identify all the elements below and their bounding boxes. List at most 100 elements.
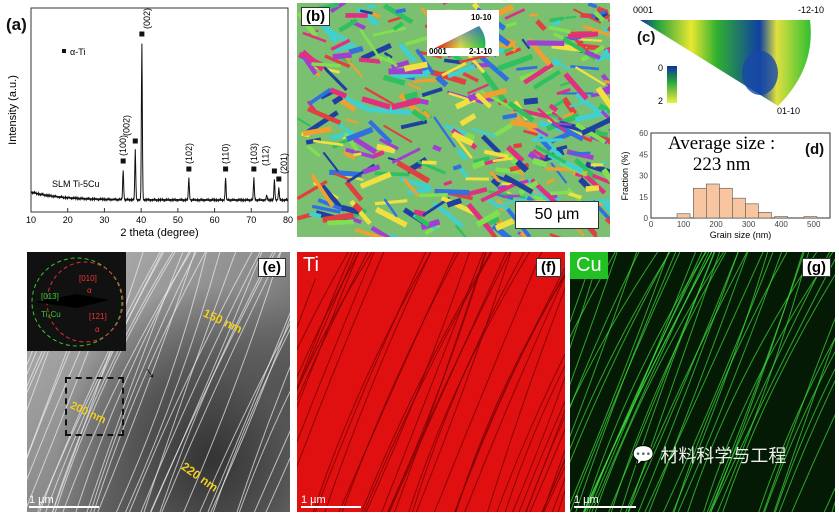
saed-ring2-phase: α [87, 286, 92, 295]
grain [590, 90, 610, 98]
lath-boundary [199, 322, 290, 512]
grain [489, 170, 501, 183]
lath-boundary [570, 252, 681, 512]
series-label: SLM Ti-5Cu [52, 179, 100, 189]
lath-boundary [434, 252, 543, 512]
peak-label: (102) [184, 143, 194, 164]
grain [435, 74, 449, 88]
grain [400, 119, 428, 130]
peak-label: (002) [121, 115, 131, 136]
grain [600, 198, 610, 214]
lath-boundary [75, 252, 190, 512]
grain [359, 9, 373, 15]
lath-boundary [764, 350, 835, 512]
lath-boundary [312, 252, 432, 512]
lath-boundary [628, 252, 739, 512]
grain [549, 16, 565, 23]
x-axis-label: 2 theta (degree) [120, 227, 198, 239]
grain [329, 87, 348, 99]
histogram-bar [706, 183, 720, 219]
saed-ring2-label: [010] [79, 274, 97, 283]
grain [430, 69, 467, 86]
grain [419, 192, 448, 198]
grain [302, 126, 332, 137]
lath-boundary [570, 252, 670, 464]
x-tick-label: 20 [63, 215, 73, 225]
x-tick-label: 60 [210, 215, 220, 225]
lath-boundary [297, 252, 360, 408]
grain [510, 119, 538, 129]
lath-boundary [361, 252, 492, 512]
lath-boundary [54, 252, 176, 512]
grain [390, 60, 410, 70]
x-tick-label: 500 [807, 220, 821, 229]
lath-boundary [570, 252, 671, 450]
grain [582, 172, 607, 195]
lath-boundary [297, 252, 349, 351]
avg-line2: 223 nm [692, 154, 751, 175]
grain [523, 62, 554, 85]
grain [353, 152, 362, 157]
grain [606, 26, 610, 32]
grain [584, 49, 601, 60]
grain [570, 64, 600, 71]
grain [497, 53, 534, 72]
alpha-ti-marker [120, 158, 126, 164]
saed-ring1-phase: Ti₂Cu [41, 310, 61, 319]
lath-boundary [706, 252, 805, 512]
grain [458, 53, 490, 64]
x-tick-label: 40 [136, 215, 146, 225]
grain [459, 167, 469, 179]
grain [561, 96, 578, 116]
lath-boundary [758, 337, 835, 512]
grain [386, 55, 398, 68]
lath-boundary [129, 252, 253, 512]
grain [592, 173, 610, 185]
histogram-bar [732, 197, 746, 219]
lath-boundary [518, 400, 565, 512]
x-tick-label: 200 [709, 220, 723, 229]
xrd-chart: 10 20 30 40 50 60 70 80 2 theta (degree) Intensit… [7, 7, 293, 239]
grain [300, 49, 325, 72]
x-tick-label: 0 [649, 220, 654, 229]
ipf-top-label: 10-10 [471, 13, 492, 22]
grain [503, 174, 534, 195]
grain [383, 3, 414, 25]
grain [580, 116, 610, 136]
grain [361, 96, 391, 110]
panel-d-label: (d) [805, 141, 825, 158]
grain [494, 218, 515, 232]
alpha-ti-marker [251, 166, 257, 172]
scale-bar-b: 50 µm [515, 201, 599, 229]
grain [302, 31, 327, 43]
grain [372, 107, 412, 116]
ebsd-map: (b) 10-10 0001 2-1-10 50 µm [297, 3, 610, 237]
lath-boundary [297, 252, 326, 329]
lath-boundary [762, 317, 835, 512]
grain [575, 122, 607, 145]
lath-boundary [644, 252, 764, 512]
grain [516, 65, 538, 71]
grain [480, 134, 501, 155]
grain [424, 223, 441, 236]
alpha-ti-marker [271, 168, 277, 174]
lath-boundary [570, 252, 601, 350]
panel-f-label: (f) [536, 258, 561, 277]
lath-boundary [387, 252, 487, 512]
grain [446, 197, 463, 208]
grain [495, 167, 520, 175]
element-label-ti: Ti [297, 252, 325, 279]
alpha-ti-marker [132, 138, 138, 144]
grain [597, 103, 610, 115]
grain [322, 212, 354, 223]
grain [329, 3, 348, 14]
grain [602, 27, 610, 34]
lath-boundary [543, 465, 565, 512]
lath-boundary [570, 252, 638, 438]
grain [608, 128, 610, 131]
grain [354, 227, 386, 237]
lath-boundary [52, 252, 174, 512]
lath-boundary [454, 266, 565, 512]
peak-label: (112) [260, 146, 270, 166]
lath-boundary [570, 252, 640, 409]
